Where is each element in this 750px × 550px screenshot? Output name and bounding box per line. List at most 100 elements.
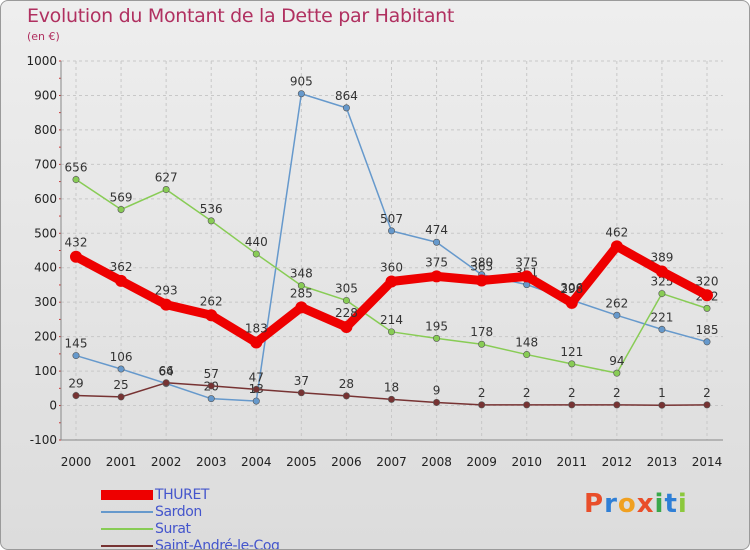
data-point-thuret (160, 298, 173, 311)
data-label-thuret: 360 (380, 261, 403, 275)
chart-subtitle: (en €) (27, 30, 60, 43)
data-label-saint-andre-le-coq: 28 (339, 377, 354, 391)
data-label-surat: 94 (609, 354, 624, 368)
data-point-surat (297, 282, 305, 290)
logo-letter: r (604, 489, 618, 519)
data-point-surat (523, 351, 531, 359)
data-point-sardon (207, 395, 215, 403)
data-point-surat (252, 250, 260, 258)
logo-letter: t (664, 489, 678, 519)
data-point-thuret (430, 270, 443, 283)
data-label-surat: 148 (515, 336, 538, 350)
data-point-surat (387, 328, 395, 336)
data-label-saint-andre-le-coq: 1 (658, 386, 666, 400)
data-label-sardon: 64 (159, 364, 174, 378)
legend-label: Saint-André-le-Coq (155, 538, 280, 550)
data-point-sardon (117, 365, 125, 373)
legend-swatch (101, 528, 153, 530)
data-label-surat: 214 (380, 313, 403, 327)
data-label-sardon: 262 (605, 296, 628, 310)
data-label-sardon: 221 (650, 310, 673, 324)
data-point-saint-andre-le-coq (297, 389, 305, 397)
x-tick-label: 2002 (151, 455, 182, 469)
proxiti-logo: Proxiti (584, 489, 688, 519)
logo-letter: i (654, 489, 665, 519)
data-point-sardon (703, 338, 711, 346)
data-label-sardon: 507 (380, 212, 403, 226)
x-tick-label: 2004 (241, 455, 272, 469)
data-point-surat (207, 217, 215, 225)
x-tick-label: 2009 (466, 455, 497, 469)
data-point-surat (342, 296, 350, 304)
legend-label: Surat (155, 521, 191, 537)
data-point-thuret (115, 274, 128, 287)
x-tick-label: 2013 (647, 455, 678, 469)
data-label-surat: 121 (560, 345, 583, 359)
data-label-saint-andre-le-coq: 47 (249, 370, 264, 384)
data-label-surat: 569 (110, 190, 133, 204)
data-point-saint-andre-le-coq (703, 401, 711, 409)
data-point-sardon (658, 325, 666, 333)
data-label-sardon: 106 (110, 350, 133, 364)
data-point-surat (162, 186, 170, 194)
x-tick-label: 2014 (692, 455, 723, 469)
data-label-surat: 656 (65, 161, 88, 175)
data-label-surat: 440 (245, 235, 268, 249)
x-tick-label: 2011 (557, 455, 588, 469)
data-point-thuret (610, 240, 623, 253)
data-point-sardon (433, 238, 441, 246)
data-point-saint-andre-le-coq (387, 395, 395, 403)
data-label-surat: 178 (470, 325, 493, 339)
y-tick-label: 700 (34, 157, 57, 171)
data-label-saint-andre-le-coq: 18 (384, 380, 399, 394)
data-label-sardon: 380 (470, 256, 493, 270)
data-point-surat (433, 334, 441, 342)
data-label-saint-andre-le-coq: 9 (433, 383, 441, 397)
data-point-surat (568, 360, 576, 368)
data-point-thuret (70, 250, 82, 263)
data-point-surat (117, 205, 125, 213)
y-tick-label: 800 (34, 123, 57, 137)
data-point-sardon (252, 397, 260, 405)
data-point-surat (72, 176, 80, 184)
y-tick-label: -100 (30, 433, 57, 447)
data-point-surat (703, 304, 711, 312)
y-tick-label: 600 (34, 192, 57, 206)
data-point-thuret (205, 309, 218, 322)
data-point-thuret (475, 274, 488, 287)
data-label-thuret: 375 (515, 255, 538, 269)
x-tick-label: 2005 (286, 455, 317, 469)
x-tick-label: 2010 (511, 455, 542, 469)
data-label-thuret: 228 (335, 306, 358, 320)
data-label-thuret: 362 (110, 260, 133, 274)
data-label-thuret: 375 (425, 255, 448, 269)
data-label-saint-andre-le-coq: 2 (568, 386, 576, 400)
data-point-thuret (565, 296, 578, 309)
data-point-saint-andre-le-coq (613, 401, 621, 409)
chart-title: Evolution du Montant de la Dette par Hab… (27, 5, 455, 27)
data-label-thuret: 293 (155, 284, 178, 298)
legend-label: THURET (155, 487, 210, 503)
y-tick-label: 0 (49, 399, 57, 413)
data-point-thuret (250, 336, 263, 349)
data-label-saint-andre-le-coq: 29 (68, 377, 83, 391)
y-tick-label: 200 (34, 330, 57, 344)
data-label-saint-andre-le-coq: 25 (113, 378, 128, 392)
data-point-saint-andre-le-coq (523, 401, 531, 409)
data-label-thuret: 183 (245, 321, 268, 335)
data-label-thuret: 389 (650, 251, 673, 265)
data-label-sardon: 145 (65, 337, 88, 351)
data-point-saint-andre-le-coq (207, 382, 215, 390)
data-point-sardon (342, 104, 350, 112)
data-label-thuret: 432 (65, 236, 88, 250)
legend-swatch (101, 545, 153, 547)
data-point-sardon (387, 227, 395, 235)
x-tick-label: 2001 (106, 455, 137, 469)
data-label-saint-andre-le-coq: 2 (478, 386, 486, 400)
data-point-saint-andre-le-coq (433, 398, 441, 406)
data-label-saint-andre-le-coq: 57 (204, 367, 219, 381)
data-label-surat: 536 (200, 202, 223, 216)
data-point-sardon (72, 352, 80, 360)
